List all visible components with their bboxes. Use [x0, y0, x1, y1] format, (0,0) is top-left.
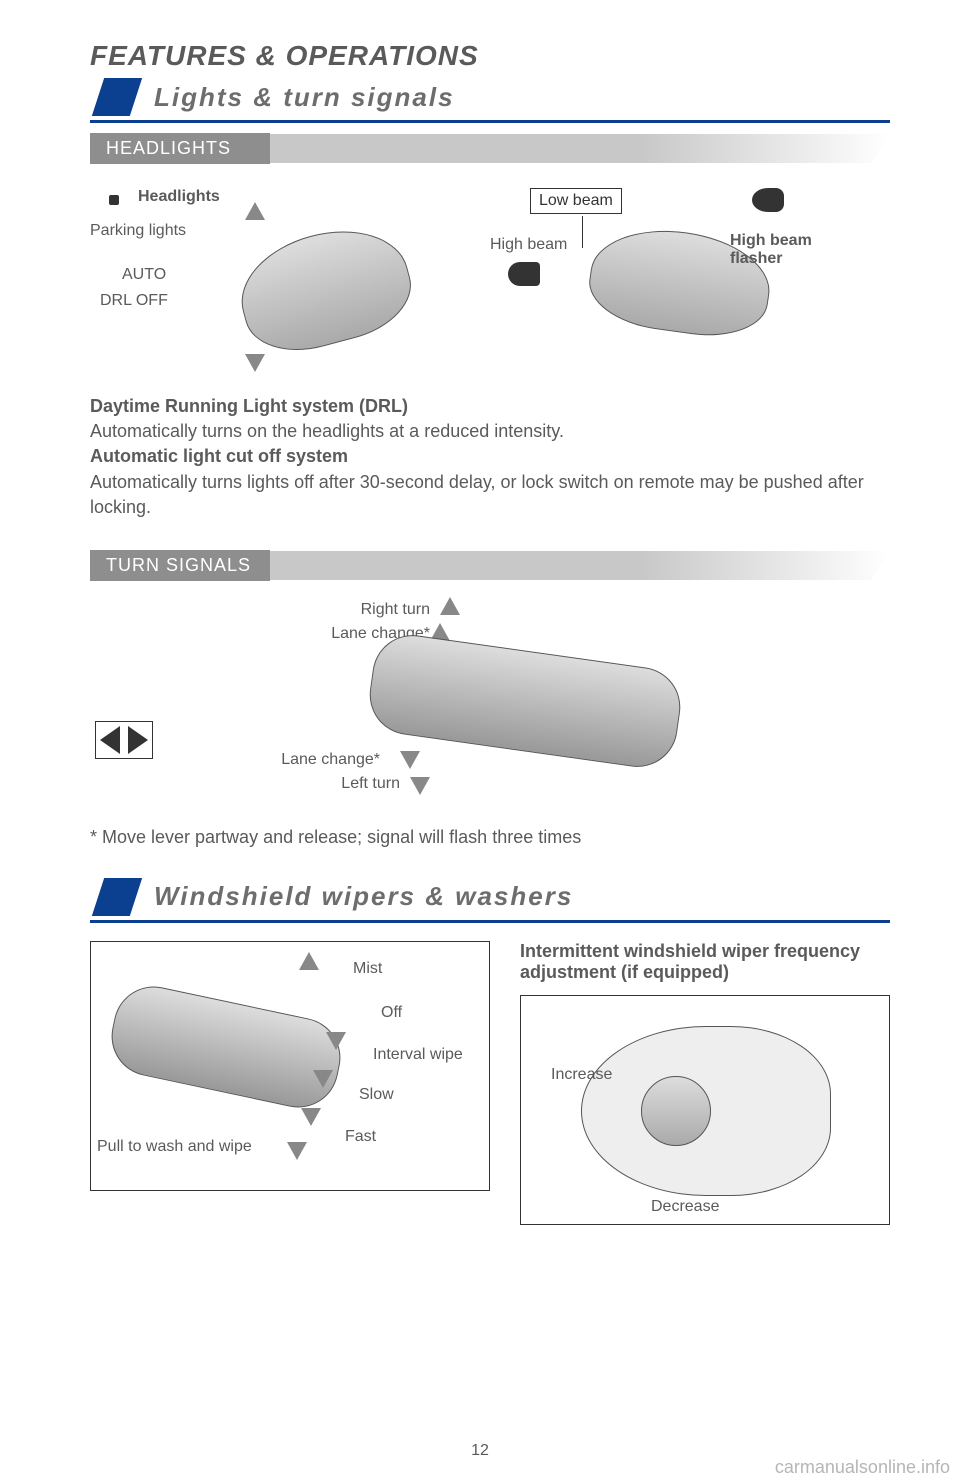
label-high-beam: High beam: [490, 236, 567, 254]
divider: [90, 920, 890, 923]
section-header-row: Windshield wipers & washers: [90, 878, 890, 916]
arrow-down-icon: [326, 1032, 346, 1050]
high-beam-icon: [508, 262, 540, 286]
blue-parallelogram-icon: [92, 78, 142, 116]
auto-cutoff-text: Automatically turns lights off after 30-…: [90, 470, 890, 520]
stalk-knob-icon: [229, 214, 422, 364]
callout-line: [582, 216, 583, 248]
label-off: Off: [381, 1004, 402, 1022]
label-increase: Increase: [551, 1066, 612, 1084]
arrow-up-icon: [440, 597, 460, 615]
headlights-diagram: Headlights Parking lights AUTO DRL OFF L…: [90, 184, 890, 394]
auto-cutoff-heading: Automatic light cut off system: [90, 444, 890, 469]
arrow-down-icon: [287, 1142, 307, 1160]
page-title: FEATURES & OPERATIONS: [90, 40, 890, 72]
label-drl-off: DRL OFF: [100, 292, 168, 310]
arrow-left-icon: [100, 726, 120, 754]
label-lane-change-down: Lane change*: [270, 751, 380, 769]
drl-heading: Daytime Running Light system (DRL): [90, 394, 890, 419]
sub-header-headlights: HEADLIGHTS: [90, 133, 890, 164]
label-pull: Pull to wash and wipe: [97, 1138, 252, 1156]
wiper-row: Mist Off Interval wipe Slow Fast Pull to…: [90, 941, 890, 1225]
label-headlights: Headlights: [138, 188, 220, 206]
freq-knob-icon: [641, 1076, 711, 1146]
arrow-down-icon: [301, 1108, 321, 1126]
sub-header-label: TURN SIGNALS: [90, 550, 270, 581]
label-high-beam-flasher: High beam flasher: [730, 232, 850, 267]
label-right-turn: Right turn: [330, 601, 430, 619]
wiper-diagram: Mist Off Interval wipe Slow Fast Pull to…: [90, 941, 490, 1191]
label-slow: Slow: [359, 1086, 394, 1104]
arrow-right-icon: [128, 726, 148, 754]
wiper-right-col: Intermittent windshield wiper frequency …: [520, 941, 890, 1225]
sub-header-tail: [270, 134, 890, 163]
arrow-up-icon: [299, 952, 319, 970]
label-decrease: Decrease: [651, 1198, 719, 1216]
divider: [90, 120, 890, 123]
label-interval: Interval wipe: [373, 1046, 463, 1064]
arrow-down-icon: [245, 354, 265, 372]
headlight-icon: [104, 190, 124, 210]
sub-header-label: HEADLIGHTS: [90, 133, 270, 164]
freq-title: Intermittent windshield wiper frequency …: [520, 941, 890, 983]
section-title: Lights & turn signals: [154, 82, 455, 113]
freq-diagram: Increase Decrease: [520, 995, 890, 1225]
label-mist: Mist: [353, 960, 382, 978]
arrow-down-icon: [313, 1070, 333, 1088]
watermark: carmanualsonline.info: [775, 1457, 950, 1478]
label-fast: Fast: [345, 1128, 376, 1146]
arrow-up-icon: [245, 202, 265, 220]
sub-header-turn-signals: TURN SIGNALS: [90, 550, 890, 581]
turn-arrows-icon: [95, 721, 153, 759]
arrow-down-icon: [400, 751, 420, 769]
arrow-down-icon: [410, 777, 430, 795]
headlights-body: Daytime Running Light system (DRL) Autom…: [90, 394, 890, 520]
wiper-stalk-icon: [104, 979, 348, 1115]
label-auto: AUTO: [122, 266, 166, 284]
section-title: Windshield wipers & washers: [154, 881, 573, 912]
turn-note: * Move lever partway and release; signal…: [90, 827, 890, 848]
sub-header-tail: [270, 551, 890, 580]
section-header-row: Lights & turn signals: [90, 78, 890, 116]
drl-text: Automatically turns on the headlights at…: [90, 419, 890, 444]
label-left-turn: Left turn: [320, 775, 400, 793]
high-beam-flasher-icon: [752, 188, 784, 212]
label-parking: Parking lights: [90, 222, 186, 240]
turn-signals-diagram: Right turn Lane change* Lane change* Lef…: [90, 601, 890, 821]
blue-parallelogram-icon: [92, 878, 142, 916]
label-low-beam: Low beam: [530, 188, 622, 214]
